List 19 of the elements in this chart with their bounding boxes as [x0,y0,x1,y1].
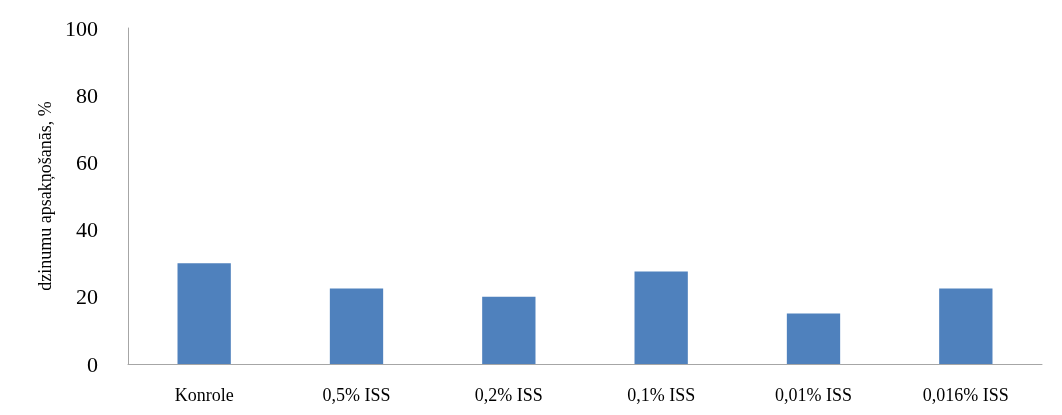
y-tick-label: 0 [87,351,98,377]
x-tick-label: 0,2% ISS [474,385,543,405]
y-tick-label: 80 [76,82,98,108]
x-tick-label: 0,016% ISS [922,385,1009,405]
x-tick-label: 0,01% ISS [774,385,853,405]
bar [939,288,993,364]
bar [482,296,536,364]
bar [177,263,231,364]
y-tick-label: 20 [76,284,98,310]
bar [634,271,688,364]
x-tick-label: 0,5% ISS [322,385,391,405]
bar [786,313,841,364]
bar [329,288,384,364]
y-tick-label: 100 [65,15,98,41]
y-tick-label: 60 [76,149,98,175]
y-tick-label: 40 [76,217,98,243]
x-tick-label: 0,1% ISS [627,385,696,405]
x-tick-label: Konrole [174,385,234,405]
y-axis-title: dzinumu apsakņošanās, % [35,101,56,291]
